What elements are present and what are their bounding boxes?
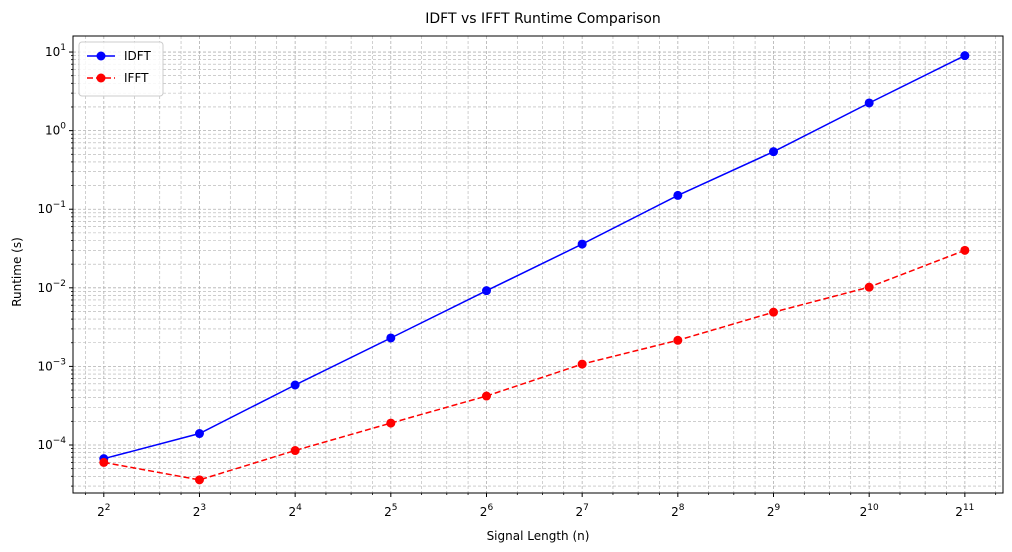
- x-tick-base: 2: [288, 505, 296, 519]
- x-tick-exponent: 9: [774, 503, 780, 513]
- x-tick-base: 2: [955, 505, 963, 519]
- x-tick-label: 29: [767, 503, 781, 519]
- y-tick-exponent: −4: [53, 436, 67, 446]
- x-tick-label: 28: [671, 503, 685, 519]
- x-tick-base: 2: [671, 505, 679, 519]
- y-tick-base: 10: [37, 438, 52, 452]
- y-tick-base: 10: [37, 359, 52, 373]
- x-tick-base: 2: [480, 505, 488, 519]
- legend-marker-ifft: [96, 73, 106, 83]
- data-point-idft: [386, 333, 396, 343]
- y-tick-base: 10: [45, 124, 60, 138]
- x-tick-exponent: 5: [392, 503, 398, 513]
- y-tick-label: 100: [45, 122, 66, 138]
- legend: IDFT IFFT: [78, 41, 164, 97]
- data-point-ifft: [386, 418, 396, 428]
- data-point-idft: [290, 380, 300, 390]
- data-point-idft: [194, 429, 204, 439]
- data-point-ifft: [960, 245, 970, 255]
- x-tick-label: 27: [575, 503, 588, 519]
- y-tick-base: 10: [37, 281, 52, 295]
- x-tick-exponent: 10: [867, 503, 879, 513]
- y-tick-label: 10−2: [37, 279, 66, 295]
- x-tick-base: 2: [193, 505, 201, 519]
- data-point-ifft: [864, 282, 874, 292]
- data-point-idft: [960, 51, 970, 61]
- y-tick-base: 10: [45, 45, 60, 59]
- data-point-ifft: [99, 457, 109, 467]
- x-tick-exponent: 3: [200, 503, 206, 513]
- series-line-ifft: [103, 249, 966, 481]
- x-tick-base: 2: [384, 505, 392, 519]
- x-tick-base: 2: [860, 505, 868, 519]
- data-point-ifft: [769, 307, 779, 317]
- data-point-idft: [769, 147, 779, 157]
- data-point-ifft: [577, 359, 587, 369]
- x-tick-base: 2: [767, 505, 775, 519]
- x-tick-exponent: 4: [296, 503, 302, 513]
- data-point-ifft: [673, 335, 683, 345]
- y-tick-label: 10−1: [37, 200, 66, 216]
- data-point-ifft: [194, 475, 204, 485]
- x-tick-label: 25: [384, 503, 397, 519]
- data-point-ifft: [481, 391, 491, 401]
- x-tick-base: 2: [575, 505, 583, 519]
- y-axis-label: Runtime (s): [10, 237, 24, 307]
- x-tick-label: 26: [480, 503, 494, 519]
- x-tick-exponent: 6: [487, 503, 493, 513]
- data-point-idft: [577, 239, 587, 249]
- y-tick-label: 101: [45, 43, 66, 59]
- x-tick-exponent: 8: [679, 503, 685, 513]
- y-tick-base: 10: [37, 202, 52, 216]
- x-tick-exponent: 2: [105, 503, 111, 513]
- x-tick-label: 211: [955, 503, 974, 519]
- data-point-idft: [481, 286, 491, 296]
- series-line-idft: [103, 54, 966, 460]
- y-tick-exponent: −3: [53, 357, 66, 367]
- x-tick-label: 22: [97, 503, 110, 519]
- x-tick-label: 23: [193, 503, 206, 519]
- x-axis-label: Signal Length (n): [487, 529, 590, 543]
- x-tick-exponent: 7: [583, 503, 589, 513]
- x-tick-label: 24: [288, 503, 302, 519]
- y-tick-label: 10−3: [37, 357, 66, 373]
- y-tick-label: 10−4: [37, 436, 66, 452]
- x-tick-label: 210: [860, 503, 879, 519]
- x-tick-exponent: 11: [963, 503, 974, 513]
- legend-label-ifft: IFFT: [124, 71, 149, 85]
- x-axis-ticks: 22 23 24 25 26 27 28 29 210 211: [84, 493, 997, 519]
- data-point-ifft: [290, 446, 300, 456]
- series-layer: [99, 51, 970, 485]
- legend-marker-idft: [96, 51, 106, 61]
- data-point-idft: [864, 98, 874, 108]
- x-tick-base: 2: [97, 505, 105, 519]
- chart-title: IDFT vs IFFT Runtime Comparison: [425, 11, 660, 27]
- y-tick-exponent: −2: [53, 279, 66, 289]
- y-tick-exponent: 0: [60, 122, 66, 132]
- y-tick-exponent: −1: [53, 200, 66, 210]
- legend-label-idft: IDFT: [124, 49, 151, 63]
- major-gridlines: [73, 36, 1003, 493]
- minor-gridlines: [73, 36, 1003, 493]
- data-point-idft: [673, 190, 683, 200]
- y-tick-exponent: 1: [60, 43, 66, 53]
